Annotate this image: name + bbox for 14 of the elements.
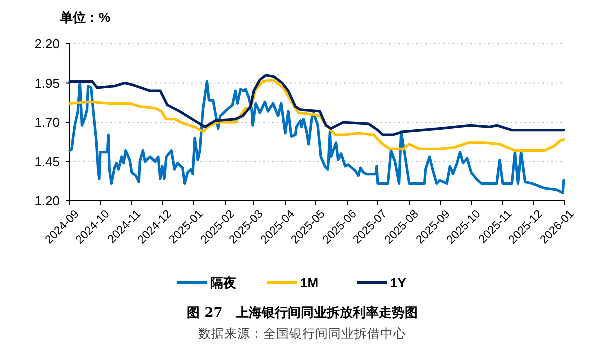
y-tick-label: 1.70 (34, 115, 60, 130)
y-tick-label: 1.45 (34, 154, 60, 170)
y-tick-label: 2.20 (34, 36, 60, 52)
legend-label: 1M (300, 276, 319, 291)
line-series (68, 74, 566, 136)
legend-label: 1Y (390, 276, 407, 291)
line-series (68, 78, 566, 152)
text: 图 27 上海银行间同业拆放利率走势图 (187, 305, 418, 321)
y-tick-label: 1.20 (34, 194, 60, 209)
y-axis-title: 单位：% (59, 10, 111, 25)
source-note: 数据来源：全国银行间同业拆借中心 (198, 326, 406, 341)
legend-label: 隔夜 (210, 276, 238, 291)
y-tick-label: 1.95 (34, 76, 60, 91)
line-series (68, 80, 566, 194)
